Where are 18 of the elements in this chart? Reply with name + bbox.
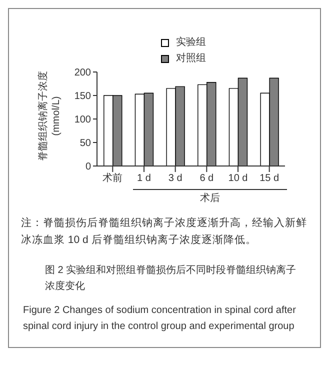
caption: Figure 2 Changes of sodium concentration in spinal cord after spinal cord injury in the control group and experimental group bbox=[22, 304, 297, 334]
x-tick-label: 15 d bbox=[260, 173, 280, 184]
y-axis-title: 脊髓组织钠离子浓度 (mmol/L) bbox=[37, 70, 63, 163]
x-tick-label: 10 d bbox=[228, 173, 248, 184]
x-axis-title: 术后 bbox=[133, 189, 287, 205]
x-tick-label: 3 d bbox=[168, 173, 182, 184]
y-tick-label: 200 bbox=[74, 68, 92, 79]
y-tick-label: 0 bbox=[85, 162, 92, 173]
x-tick-label: 1 d bbox=[137, 173, 151, 184]
x-tick-label: 6 d bbox=[200, 173, 214, 184]
legend-label: 实验组 bbox=[176, 36, 206, 50]
legend-label: 对照组 bbox=[176, 52, 206, 66]
text: 注：脊髓损伤后脊髓组织钠离子浓度逐渐升高，经输入新鲜冰冻血浆 10 d 后脊髓组织钠离子浓度逐渐降低。 bbox=[20, 216, 308, 248]
y-tick-label: 150 bbox=[74, 91, 92, 102]
y-tick-label: 100 bbox=[74, 114, 92, 126]
caption: 图 2 实验组和对照组脊髓损伤后不同时段脊髓组织钠离子浓度变化 bbox=[44, 264, 298, 294]
x-tick-label: 术前 bbox=[102, 172, 123, 184]
y-tick-label: 50 bbox=[80, 138, 92, 150]
